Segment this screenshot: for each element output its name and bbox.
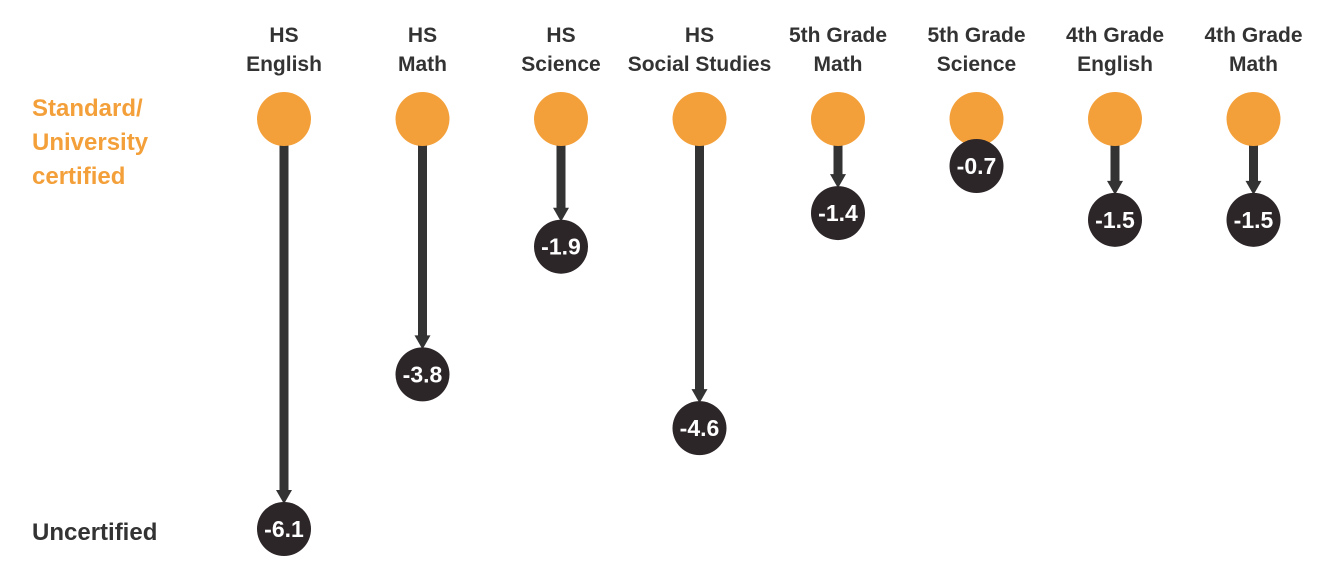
category-label: Math <box>814 53 863 76</box>
category-label: Science <box>521 53 600 76</box>
category-label: Social Studies <box>628 53 772 76</box>
arrow-head <box>1107 180 1123 195</box>
category-label: Science <box>937 53 1016 76</box>
category-label: 4th Grade <box>1204 24 1302 47</box>
certified-dot <box>395 92 450 146</box>
arrow-head <box>691 389 708 404</box>
uncertified-dot <box>1088 192 1142 247</box>
category-group: 5th Grade Math -1.4 <box>789 24 887 241</box>
arrow-head <box>276 490 292 504</box>
value-label: -1.5 <box>1234 207 1274 233</box>
value-label: -1.9 <box>541 234 581 260</box>
uncertified-dot <box>672 401 727 456</box>
category-group: HS Math -3.8 <box>395 24 450 402</box>
category-label: HS <box>546 24 575 47</box>
category-label: Math <box>398 53 447 76</box>
series-label-certified: Standard/ University certified <box>32 95 149 190</box>
uncertified-dot <box>949 139 1004 194</box>
certified-dot <box>672 92 727 146</box>
category-label: English <box>246 53 322 76</box>
category-label: HS <box>408 24 437 47</box>
category-label: HS <box>685 24 714 47</box>
category-group: HS Social Studies -4.6 <box>628 24 772 456</box>
category-label: Math <box>1229 53 1278 76</box>
certified-dot <box>534 92 588 146</box>
value-label: -6.1 <box>264 516 304 542</box>
category-group: HS Science -1.9 <box>521 24 601 274</box>
category-group: 5th Grade Science -0.7 <box>927 24 1026 194</box>
arrow-head <box>414 335 431 350</box>
uncertified-dot <box>395 347 450 402</box>
value-label: -1.5 <box>1095 207 1135 233</box>
category-label: 5th Grade <box>927 24 1025 47</box>
series-label-uncertified: Uncertified <box>32 519 158 546</box>
certified-dot <box>811 92 865 146</box>
value-label: -0.7 <box>957 153 997 179</box>
uncertified-dot <box>257 502 311 556</box>
certified-dot <box>1226 92 1281 146</box>
category-label: HS <box>269 24 298 47</box>
category-label: English <box>1077 53 1153 76</box>
value-label: -3.8 <box>403 361 443 387</box>
category-group: 4th Grade Math -1.5 <box>1204 24 1303 247</box>
category-label: 4th Grade <box>1066 24 1164 47</box>
uncertified-dot <box>534 219 588 274</box>
arrow-head <box>1245 180 1262 195</box>
category-group: 4th Grade English -1.5 <box>1066 24 1164 247</box>
certified-dot <box>1088 92 1142 146</box>
value-label: -4.6 <box>680 415 720 441</box>
certified-dot <box>257 92 311 146</box>
category-label: 5th Grade <box>789 24 887 47</box>
uncertified-dot <box>1226 192 1281 247</box>
certified-dot <box>949 92 1004 146</box>
uncertified-dot <box>811 186 865 241</box>
arrow-head <box>830 174 846 189</box>
category-group: HS English -6.1 <box>246 24 322 556</box>
value-label: -1.4 <box>818 200 858 226</box>
arrow-head <box>553 207 569 222</box>
